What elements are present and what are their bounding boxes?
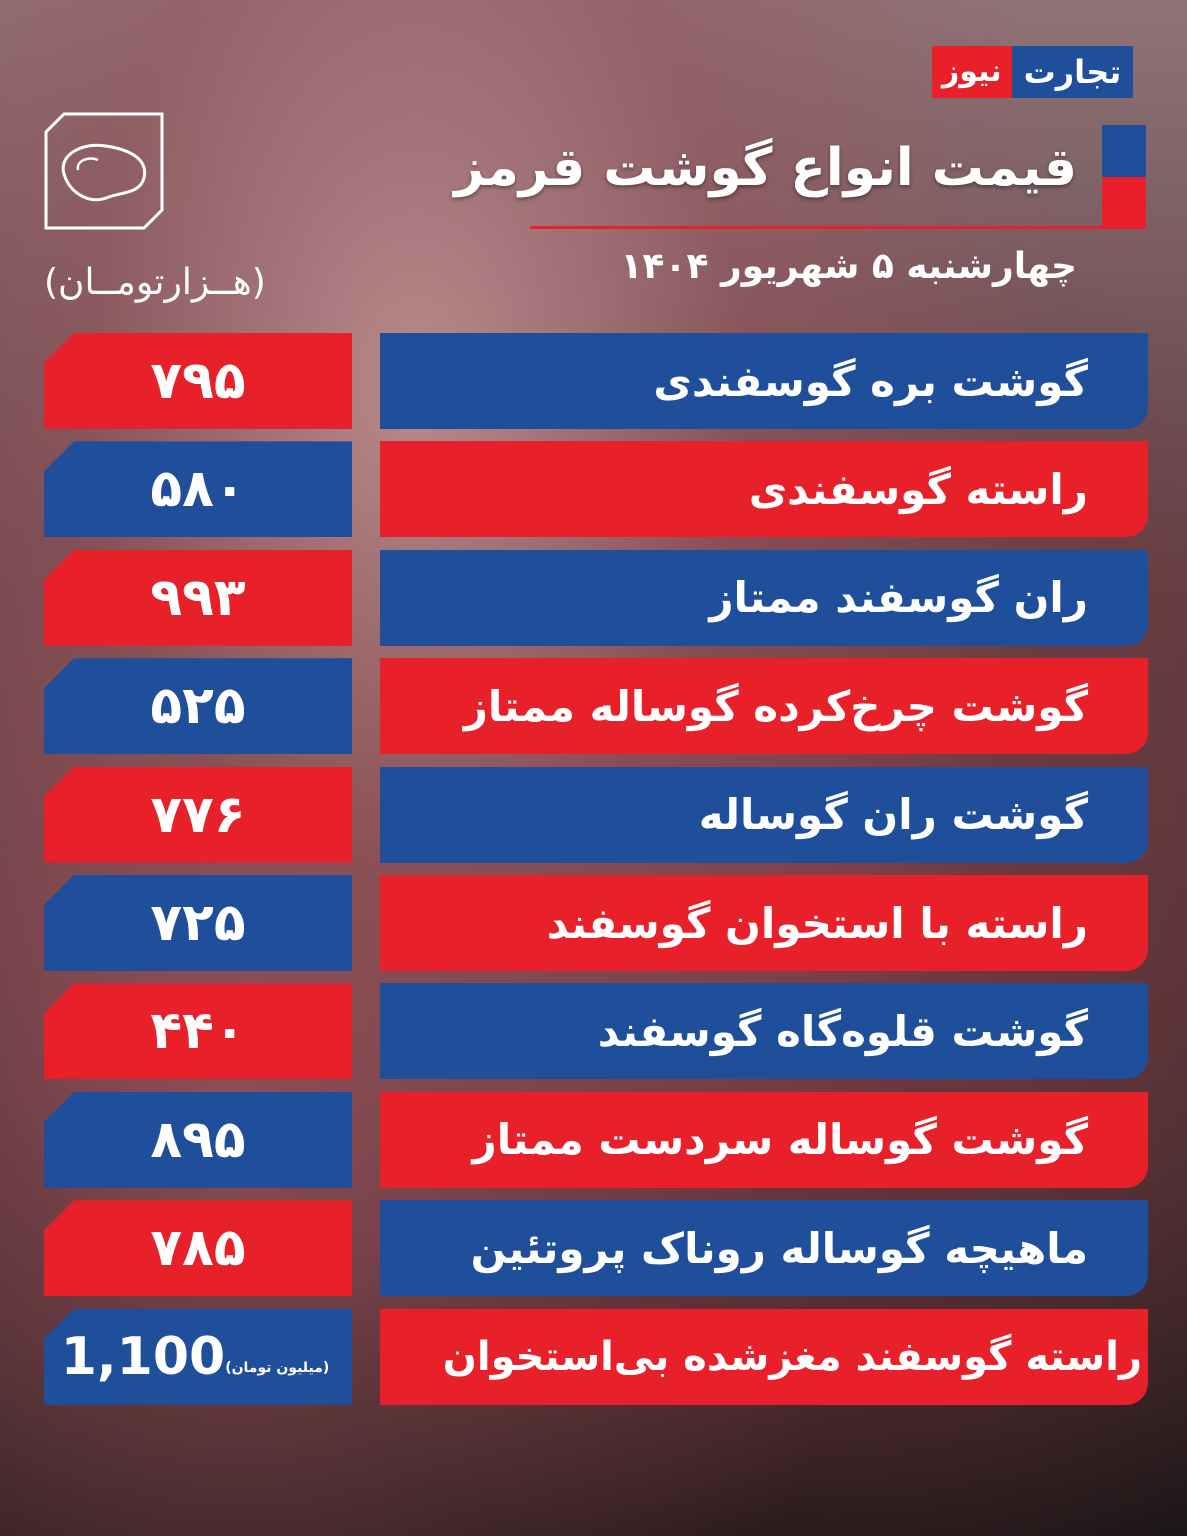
logo-part1: تجارت bbox=[1011, 46, 1134, 98]
item-name: راسته گوسفندی bbox=[380, 441, 1148, 538]
price-value: ۵۸۰ bbox=[44, 441, 352, 538]
price-number: ۷۸۵ bbox=[150, 1218, 246, 1279]
price-number: ۸۹۵ bbox=[150, 1109, 246, 1170]
price-number: ۷۷۶ bbox=[150, 784, 246, 845]
price-row: ۷۷۶ گوشت ران گوساله bbox=[44, 766, 1148, 863]
price-number: ۵۸۰ bbox=[150, 459, 246, 520]
title-underline bbox=[530, 226, 1146, 229]
item-name: گوشت ران گوساله bbox=[380, 766, 1148, 863]
price-row: ۵۸۰ راسته گوسفندی bbox=[44, 441, 1148, 538]
price-number: ۷۲۵ bbox=[150, 893, 246, 953]
price-value: ۹۹۳ bbox=[44, 549, 352, 646]
logo-part2: نیوز bbox=[932, 46, 1012, 98]
price-row: ۵۲۵ گوشت چرخ‌کرده گوساله ممتاز bbox=[44, 658, 1148, 755]
price-unit: (میلیون تومان) bbox=[225, 1359, 330, 1376]
price-number: ۹۹۳ bbox=[150, 567, 246, 628]
price-row: ۸۹۵ گوشت گوساله سردست ممتاز bbox=[44, 1091, 1148, 1188]
logo: تجارت نیوز bbox=[932, 46, 1134, 98]
price-row: (میلیون تومان) 1,100 راسته گوسفند مغزشده ب… bbox=[44, 1308, 1148, 1405]
page-title: قیمت انواع گوشت قرمز bbox=[454, 138, 1077, 198]
price-value: ۷۹۵ bbox=[44, 333, 352, 429]
item-name: راسته گوسفند مغزشده بی‌استخوان bbox=[380, 1308, 1148, 1405]
price-row: ۷۹۵ گوشت بره گوسفندی bbox=[44, 333, 1148, 429]
item-name: گوشت چرخ‌کرده گوساله ممتاز bbox=[380, 658, 1148, 755]
unit-label: (هــزارتومــان) bbox=[44, 262, 266, 303]
price-row: ۷۸۵ ماهیچه گوساله روناک پروتئین bbox=[44, 1200, 1148, 1297]
price-value: (میلیون تومان) 1,100 bbox=[44, 1308, 352, 1405]
item-name: راسته با استخوان گوسفند bbox=[380, 875, 1148, 971]
date: چهارشنبه ۵ شهریور ۱۴۰۴ bbox=[620, 246, 1077, 287]
price-value: ۷۲۵ bbox=[44, 875, 352, 971]
price-value: ۷۸۵ bbox=[44, 1200, 352, 1297]
title-accent bbox=[1102, 125, 1146, 229]
price-number: ۵۲۵ bbox=[150, 676, 246, 737]
steak-icon bbox=[44, 112, 164, 230]
item-name: گوشت قلوه‌گاه گوسفند bbox=[380, 983, 1148, 1080]
price-number: ۷۹۵ bbox=[150, 351, 246, 411]
price-number: ۴۴۰ bbox=[150, 1001, 246, 1062]
price-value: ۵۲۵ bbox=[44, 658, 352, 755]
item-name: گوشت گوساله سردست ممتاز bbox=[380, 1091, 1148, 1188]
price-value: ۷۷۶ bbox=[44, 766, 352, 863]
price-row: ۷۲۵ راسته با استخوان گوسفند bbox=[44, 875, 1148, 971]
price-value: ۸۹۵ bbox=[44, 1091, 352, 1188]
item-name: ماهیچه گوساله روناک پروتئین bbox=[380, 1200, 1148, 1297]
price-row: ۹۹۳ ران گوسفند ممتاز bbox=[44, 549, 1148, 646]
item-name: ران گوسفند ممتاز bbox=[380, 549, 1148, 646]
price-row: ۴۴۰ گوشت قلوه‌گاه گوسفند bbox=[44, 983, 1148, 1080]
price-value: ۴۴۰ bbox=[44, 983, 352, 1080]
item-name: گوشت بره گوسفندی bbox=[380, 333, 1148, 429]
price-number: 1,100 bbox=[60, 1326, 226, 1387]
